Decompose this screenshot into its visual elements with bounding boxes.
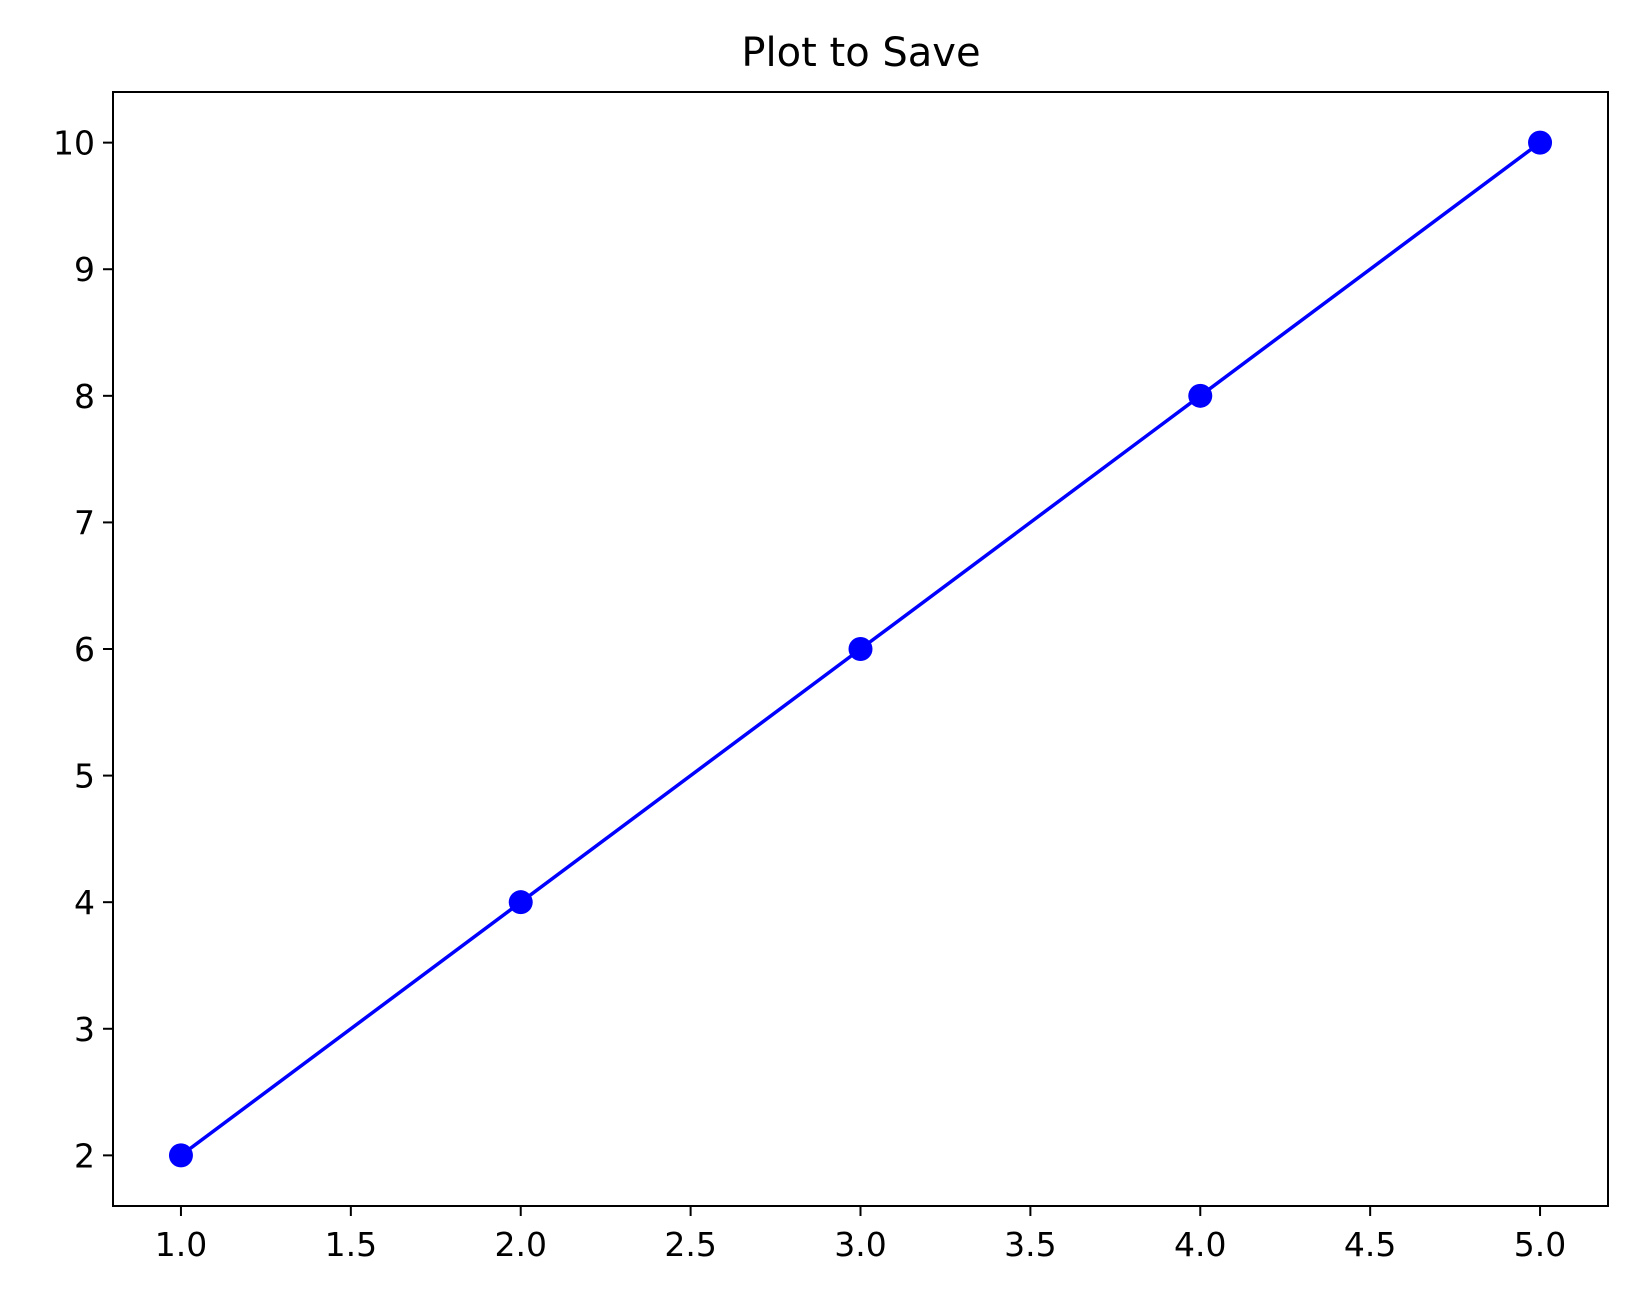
x-tick-label: 4.5 [1344,1225,1396,1264]
y-tick-label: 6 [74,630,95,669]
axes-frame [112,91,1609,1207]
y-tick-label: 7 [74,503,95,542]
data-point [508,890,533,915]
x-tick-label: 1.5 [325,1225,377,1264]
y-tick-label: 3 [74,1010,95,1049]
x-tick-label: 5.0 [1514,1225,1566,1264]
y-tick-label: 10 [53,124,95,163]
y-tick-label: 8 [74,377,95,416]
y-tick-label: 9 [74,250,95,289]
x-tick-label: 4.0 [1174,1225,1226,1264]
data-point [168,1143,193,1168]
chart-title: Plot to Save [741,30,980,76]
x-tick-label: 2.5 [664,1225,716,1264]
x-tick-label: 3.0 [834,1225,886,1264]
data-point [848,637,873,661]
data-point [1188,383,1213,408]
data-point [1528,130,1553,155]
plot-area: 1.0 1.5 2.0 2.5 3.0 3.5 4.0 4.5 5.0 2 3 4 5 6 7 8 9 10 [53,124,1566,1264]
x-tick-label: 1.0 [155,1225,207,1264]
y-tick-label: 5 [74,757,95,796]
y-tick-label: 2 [74,1136,95,1175]
x-tick-label: 3.5 [1004,1225,1056,1264]
x-tick-label: 2.0 [494,1225,546,1264]
y-tick-label: 4 [74,883,95,922]
